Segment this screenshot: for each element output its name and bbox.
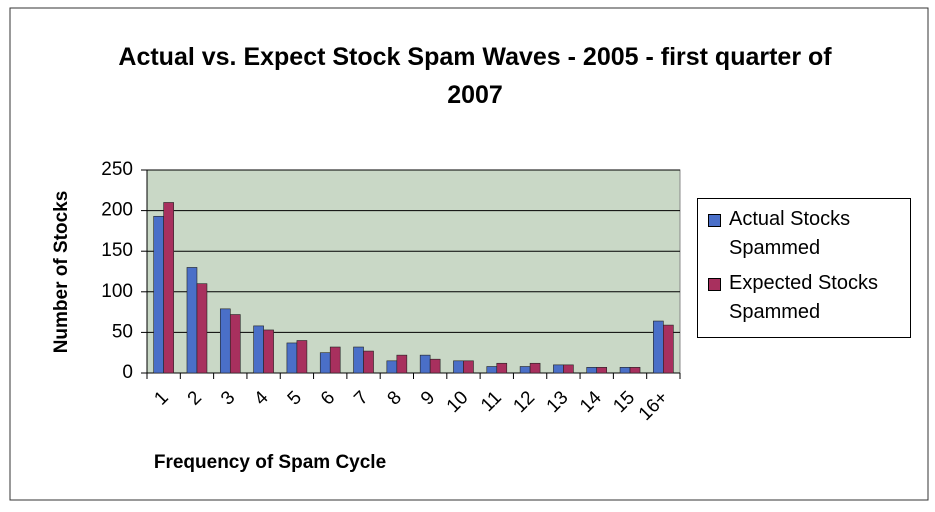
y-tick-label: 200 (101, 200, 133, 221)
x-axis-title: Frequency of Spam Cycle (154, 452, 386, 473)
x-tick-label: 11 (477, 387, 506, 416)
legend-item: Actual Stocks Spammed (704, 205, 910, 263)
bar (329, 346, 341, 374)
y-axis-title: Number of Stocks (51, 191, 72, 354)
legend-label: Expected Stocks Spammed (729, 272, 878, 323)
bar (286, 342, 298, 374)
y-tick-label: 150 (101, 240, 133, 261)
legend-label: Actual Stocks Spammed (729, 208, 851, 259)
bar (653, 320, 664, 374)
x-tick-label: 16+ (635, 387, 673, 425)
x-tick-label: 7 (350, 387, 372, 409)
x-tick-label: 14 (576, 387, 606, 417)
bar (229, 314, 241, 374)
bar (429, 358, 441, 374)
chart-title: Actual vs. Expect Stock Spam Waves - 200… (118, 43, 832, 109)
legend-item: Expected Stocks Spammed (704, 269, 910, 327)
bar (453, 360, 464, 374)
bar (596, 367, 608, 374)
x-tick-label: 5 (284, 387, 306, 409)
bar (486, 366, 498, 374)
x-tick-label: 12 (509, 387, 539, 417)
bar (319, 352, 331, 374)
chart-frame (9, 7, 929, 501)
bar (496, 362, 508, 374)
bar (663, 324, 674, 374)
bar (196, 283, 208, 374)
bar (186, 267, 198, 374)
x-tick-label: 2 (184, 387, 206, 409)
x-tick-label: 3 (217, 387, 239, 409)
bar (163, 202, 174, 374)
bar (563, 364, 574, 374)
bar (586, 367, 598, 374)
x-tick-label: 9 (417, 387, 439, 409)
x-tick-label: 13 (543, 387, 573, 417)
bar (296, 340, 308, 374)
bar (419, 354, 431, 374)
y-tick-label: 250 (101, 159, 133, 180)
bar (463, 360, 474, 374)
bar (353, 346, 364, 374)
bar (396, 354, 408, 374)
legend-swatch (708, 214, 721, 227)
y-tick-label: 50 (112, 321, 133, 342)
bar (153, 215, 164, 374)
bar (263, 329, 274, 374)
bar (519, 366, 531, 374)
x-tick-label: 4 (250, 387, 273, 410)
bar (553, 364, 564, 374)
legend-swatch (708, 278, 721, 291)
bar (253, 325, 264, 374)
y-tick-label: 100 (101, 281, 133, 302)
bar (619, 367, 631, 374)
x-tick-label: 15 (609, 387, 639, 417)
bar (363, 350, 374, 374)
y-tick-label: 0 (122, 362, 133, 383)
bar (219, 308, 231, 374)
bar (529, 362, 541, 374)
bar (629, 367, 641, 374)
x-tick-label: 1 (150, 387, 172, 409)
bar (386, 360, 398, 374)
x-tick-label: 6 (317, 387, 339, 409)
legend: Actual Stocks Spammed Expected Stocks Spa… (697, 198, 911, 338)
x-tick-label: 10 (443, 387, 473, 417)
x-tick-label: 8 (384, 387, 406, 409)
